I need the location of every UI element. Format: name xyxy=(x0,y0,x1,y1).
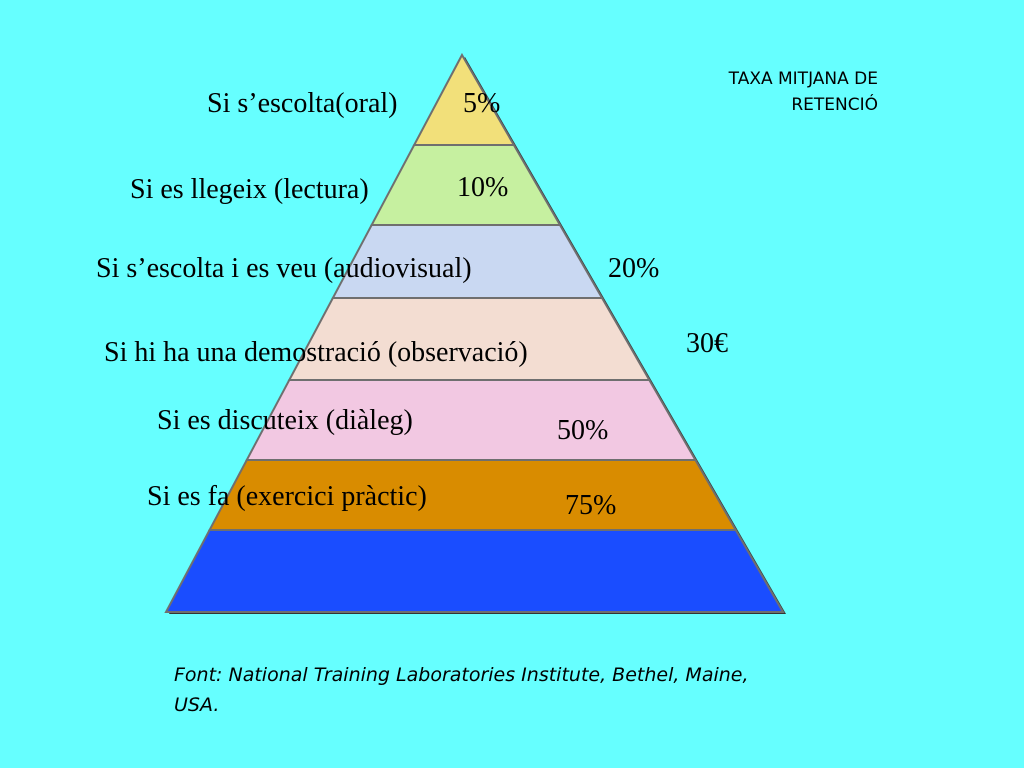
level-3-label: Si s’escolta i es veu (audiovisual) xyxy=(96,253,472,284)
level-4-label: Si hi ha una demostració (observació) xyxy=(104,337,528,368)
level-3-value: 20% xyxy=(608,253,660,284)
level-2-label: Si es llegeix (lectura) xyxy=(130,174,369,205)
pyramid-level-7 xyxy=(164,529,785,613)
level-1-value: 5% xyxy=(463,88,501,119)
level-5-label: Si es discuteix (diàleg) xyxy=(157,405,413,436)
level-4-value: 30€ xyxy=(686,328,728,359)
retention-rate-title-line2: RETENCIÓ xyxy=(791,95,878,115)
level-2-value: 10% xyxy=(457,172,509,203)
source-note: Font: National Training Laboratories Ins… xyxy=(174,660,749,720)
retention-rate-title-line1: TAXA MITJANA DE xyxy=(728,69,878,89)
retention-rate-title: TAXA MITJANA DE RETENCIÓ xyxy=(729,66,878,118)
level-6-label: Si es fa (exercici pràctic) xyxy=(147,481,427,512)
level-6-value: 75% xyxy=(565,490,617,521)
source-note-line2: USA. xyxy=(174,694,220,716)
level-5-value: 50% xyxy=(557,415,609,446)
source-note-line1: Font: National Training Laboratories Ins… xyxy=(174,664,749,686)
level-1-label: Si s’escolta(oral) xyxy=(207,88,398,119)
